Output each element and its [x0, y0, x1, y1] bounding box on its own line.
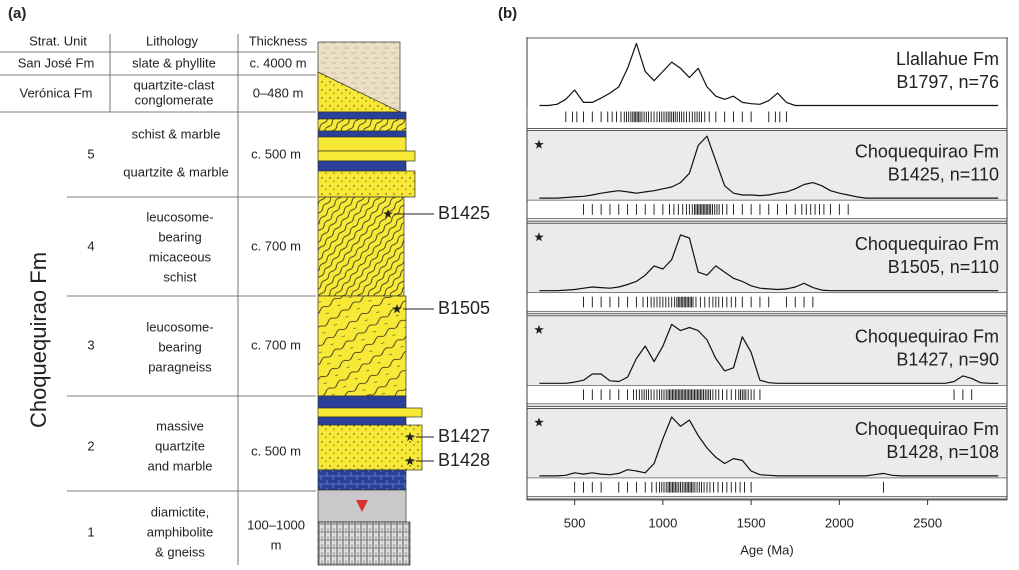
lithology: massive	[156, 418, 204, 433]
sample-label: B1428, n=108	[886, 442, 999, 462]
panel-label: (b)	[498, 5, 517, 22]
unit: San José Fm	[18, 55, 95, 70]
panel-a: (a) Strat. Unit Lithology Thickness Choq…	[0, 5, 490, 566]
unit: 2	[87, 438, 94, 453]
panel-b: (b) Age (Ma) Llallahue Fm B1797, n=76 Choq…	[498, 5, 1008, 557]
unit: 1	[87, 524, 94, 539]
x-tick-label: 500	[564, 515, 586, 530]
sample-label: B1425, n=110	[888, 164, 999, 184]
sample-markers	[383, 209, 434, 466]
density-curve	[539, 42, 999, 107]
lithology: bearing	[158, 339, 201, 354]
thickness: c. 700 m	[251, 238, 301, 253]
x-axis-title: Age (Ma)	[740, 542, 793, 557]
lithology: quartzite-clast	[134, 77, 215, 92]
sample-label: B1425	[438, 203, 490, 223]
thickness: c. 500 m	[251, 443, 301, 458]
sample-star	[534, 139, 544, 149]
header: Thickness	[249, 33, 308, 48]
x-tick-label: 1500	[737, 515, 766, 530]
thickness: 0–480 m	[253, 85, 304, 100]
rug-strip	[527, 107, 1007, 127]
lithology: quartzite & marble	[123, 164, 229, 179]
lithology: diamictite,	[151, 504, 210, 519]
thickness: c. 4000 m	[249, 55, 306, 70]
strat-column	[317, 41, 423, 566]
unit: 4	[87, 238, 94, 253]
density-curve	[539, 234, 999, 292]
lithology: schist	[163, 269, 197, 284]
lithology: leucosome-	[146, 319, 213, 334]
x-tick-label: 2500	[913, 515, 942, 530]
thickness: m	[271, 537, 282, 552]
x-tick-label: 2000	[825, 515, 854, 530]
axis-frame	[526, 37, 1008, 501]
density-curve	[539, 135, 999, 199]
sample-label: B1427, n=90	[896, 350, 999, 370]
panel-label: (a)	[8, 5, 26, 22]
table-lines	[0, 34, 316, 565]
unit: 5	[87, 146, 94, 161]
lithology: and marble	[147, 458, 212, 473]
header: Strat. Unit	[29, 33, 87, 48]
series-name: Choquequirao Fm	[855, 419, 999, 439]
density-curve	[539, 323, 999, 384]
sample-star	[534, 417, 544, 427]
series-name: Choquequirao Fm	[855, 327, 999, 347]
series-name: Llallahue Fm	[896, 49, 999, 69]
lithology: conglomerate	[135, 92, 214, 107]
density-curve	[539, 416, 999, 477]
unit: 3	[87, 337, 94, 352]
lithology: schist & marble	[132, 126, 221, 141]
lithology: leucosome-	[146, 209, 213, 224]
lithology: bearing	[158, 229, 201, 244]
sample-label: B1505, n=110	[888, 257, 999, 277]
thickness: c. 700 m	[251, 337, 301, 352]
sample-label: B1797, n=76	[896, 72, 999, 92]
rug-strip	[526, 292, 1008, 312]
formation-label: Choquequirao Fm	[26, 252, 51, 428]
unit: Verónica Fm	[20, 85, 93, 100]
sample-star	[534, 324, 544, 334]
lithology: quartzite	[155, 438, 205, 453]
lithology: micaceous	[149, 249, 212, 264]
lithology: paragneiss	[148, 359, 212, 374]
sample-label: B1428	[438, 450, 490, 470]
sample-star	[534, 232, 544, 242]
x-tick-label: 1000	[648, 515, 677, 530]
rug-strip	[526, 385, 1008, 405]
series-name: Choquequirao Fm	[855, 141, 999, 161]
header: Lithology	[146, 33, 199, 48]
thickness: c. 500 m	[251, 146, 301, 161]
sample-label: B1505	[438, 298, 490, 318]
lithology: amphibolite	[147, 524, 214, 539]
sample-label: B1427	[438, 426, 490, 446]
lithology: slate & phyllite	[132, 55, 216, 70]
thickness: 100–1000	[247, 517, 305, 532]
series-name: Choquequirao Fm	[855, 234, 999, 254]
rug-strip	[526, 477, 1008, 497]
lithology: & gneiss	[155, 544, 205, 559]
rug-strip	[526, 199, 1008, 219]
